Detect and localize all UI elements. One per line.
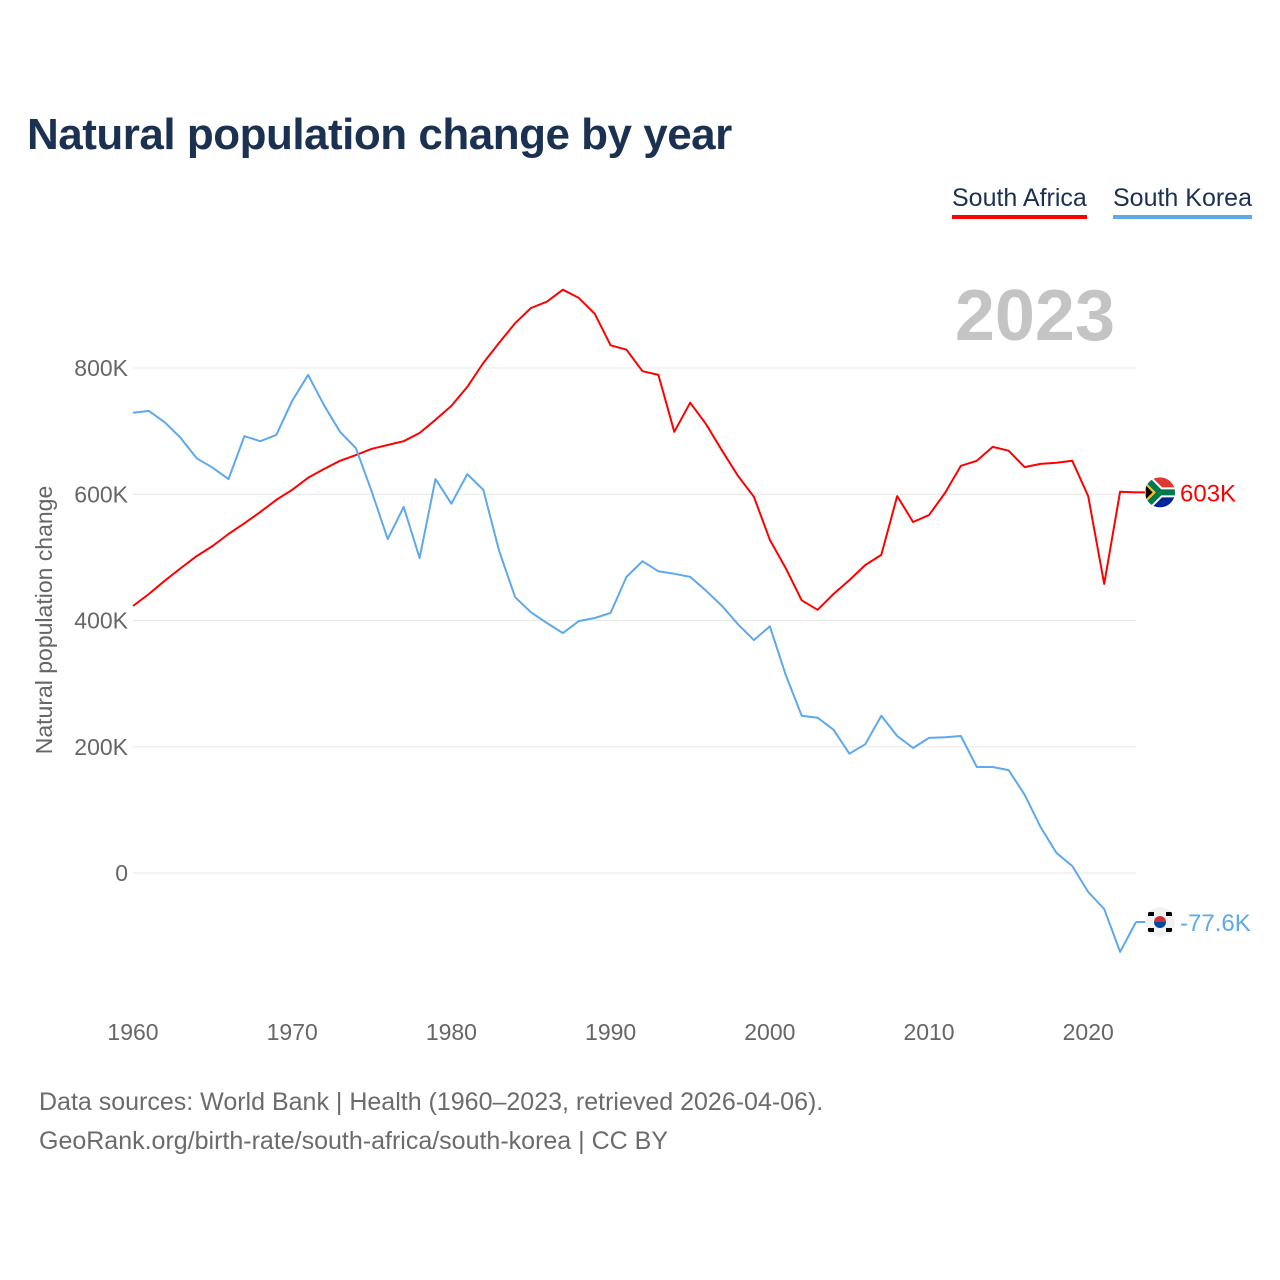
flag-trigram (1148, 927, 1154, 932)
legend-south-africa[interactable]: South Africa (952, 184, 1087, 219)
credit-link[interactable]: GeoRank.org/birth-rate/south-africa/sout… (39, 1127, 668, 1155)
y-tick-label: 200K (74, 734, 128, 760)
flag-body (1145, 477, 1175, 508)
flag-trigram (1148, 911, 1154, 916)
flag-trigram (1166, 927, 1172, 932)
south-korea-flag-icon (1145, 906, 1175, 937)
y-tick-label: 400K (74, 608, 128, 634)
y-axis-label: Natural population change (31, 486, 57, 755)
south-africa-flag-icon (1145, 477, 1175, 508)
x-tick-label: 1980 (426, 1019, 477, 1045)
y-tick-label: 800K (74, 355, 128, 381)
legend-south-korea[interactable]: South Korea (1113, 184, 1252, 219)
x-tick-label: 1960 (107, 1019, 158, 1045)
series-line-south-korea (132, 373, 1137, 953)
year-watermark: 2023 (955, 276, 1115, 356)
flag-trigram (1166, 911, 1172, 916)
chart-title: Natural population change by year (27, 110, 732, 159)
end-value-label: -77.6K (1180, 910, 1251, 937)
x-tick-label: 1970 (267, 1019, 318, 1045)
x-tick-label: 1990 (585, 1019, 636, 1045)
y-tick-label: 600K (74, 481, 128, 507)
end-value-label: 603K (1180, 480, 1236, 507)
series-line-south-africa (132, 288, 1137, 611)
flag-body (1145, 906, 1175, 937)
flag-blue (1154, 921, 1166, 928)
x-tick-label: 2010 (903, 1019, 954, 1045)
y-tick-label: 0 (115, 860, 128, 886)
data-sources: Data sources: World Bank | Health (1960–… (39, 1088, 824, 1116)
flag-black (1145, 480, 1156, 504)
x-tick-label: 2000 (744, 1019, 795, 1045)
flag-green-bar (1157, 489, 1175, 496)
x-tick-label: 2020 (1063, 1019, 1114, 1045)
flag-red (1154, 915, 1166, 922)
